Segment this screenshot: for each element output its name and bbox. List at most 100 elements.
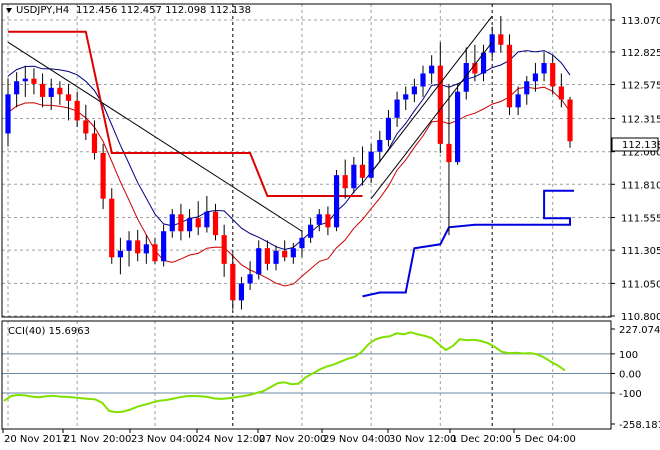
bull-candle [5,94,11,134]
bear-candle [342,175,348,189]
cci-label: CCI(40) 15.6963 [8,326,90,337]
bull-candle [256,248,262,275]
bear-candle [446,143,452,163]
bull-candle [463,63,469,92]
price-panel-border [1,3,612,318]
bull-candle [368,151,374,178]
cci-levels [2,353,611,394]
bear-candle [195,218,201,228]
bull-candle [186,218,193,232]
bull-candle [273,250,279,264]
cci-tick-label: -258.1817 [619,420,660,431]
ohlc-values: 112.456 112.457 112.098 112.138 [76,5,251,16]
bear-candle [325,214,331,228]
time-tick-label: 21 Nov 20:00 [64,434,131,445]
cci-grid [7,321,554,429]
bear-candle [359,164,366,178]
bear-candle [498,34,504,45]
cci-tick-label: -100 [619,389,642,400]
bull-candle [290,248,296,258]
bull-candle [161,231,167,262]
bull-candle [385,117,392,140]
cci-tick-label: 0.00 [619,369,641,380]
bear-candle [31,78,37,84]
price-tick-label: 112.315 [621,114,660,125]
step-line-upper [8,30,363,197]
bear-candle [39,83,46,97]
trendline [370,41,493,199]
bull-candle [524,81,530,95]
bull-candle [299,237,305,249]
cci-line [3,331,566,414]
price-tick-label: 110.800 [621,312,660,323]
current-price-label: 112.138 [622,140,660,151]
price-grid [2,4,611,317]
bull-candle [429,65,435,74]
bull-candle [316,214,322,225]
bull-candle [403,94,409,100]
bull-candle [420,73,426,87]
bull-candle [308,224,314,238]
price-tick-label: 111.555 [621,214,660,225]
trendline [7,41,303,232]
bull-candle [489,34,495,53]
time-tick-label: 5 Dec 04:00 [515,434,576,445]
bear-candle [221,235,227,264]
bear-candle [567,99,573,142]
time-tick-label: 27 Nov 20:00 [259,434,326,445]
bear-candle [57,87,63,95]
price-tick-label: 111.050 [621,279,660,290]
bear-candle [558,86,564,100]
bull-candle [238,283,245,301]
bull-candle [169,214,175,232]
bull-candle [204,211,210,228]
bull-candle [411,86,417,95]
price-tick-label: 111.810 [621,180,660,191]
chevron-down-icon[interactable] [6,8,12,13]
bear-candle [264,248,270,264]
bear-candle [74,100,80,121]
bear-candle [83,120,89,134]
price-tick-label: 112.060 [621,148,660,159]
bear-candle [506,44,513,108]
price-tick-label: 112.825 [621,48,660,59]
price-trendlines [7,15,493,232]
current-price-tag: 112.138 [611,137,660,152]
cci-tick-label: 100 [619,350,638,361]
bull-candle [455,91,461,163]
time-tick-label: 24 Nov 12:00 [198,434,265,445]
bull-candle [394,99,400,118]
bull-candle [14,81,20,95]
envelope-lower-line [7,86,571,287]
time-tick-label: 23 Nov 04:00 [131,434,198,445]
price-axis-ticks: 113.070 112.825 112.575 112.315 112.060 111.8… [611,16,660,323]
time-tick-label: 29 Nov 04:00 [323,434,390,445]
bear-candle [152,244,158,262]
bear-candle [109,198,115,258]
price-tick-label: 112.575 [621,81,660,92]
price-tick-label: 113.070 [621,16,660,27]
bull-candle [532,73,539,82]
bear-candle [550,63,556,87]
symbol-label: USDJPY,H4 [16,5,69,16]
time-tick-label: 30 Nov 12:00 [389,434,456,445]
price-candles [5,16,573,310]
bull-candle [480,52,487,74]
bear-candle [437,65,443,144]
bear-candle [100,153,106,199]
bear-candle [212,211,219,236]
bull-candle [247,274,253,284]
bear-candle [91,133,98,154]
bear-candle [472,63,478,74]
bear-candle [230,263,236,301]
time-tick-label: 1 Dec 20:00 [451,434,512,445]
trendline [370,15,493,173]
bull-candle [143,244,149,254]
bull-candle [377,139,383,152]
bull-candle [22,78,28,82]
bull-candle [126,240,132,251]
bull-candle [333,175,340,228]
